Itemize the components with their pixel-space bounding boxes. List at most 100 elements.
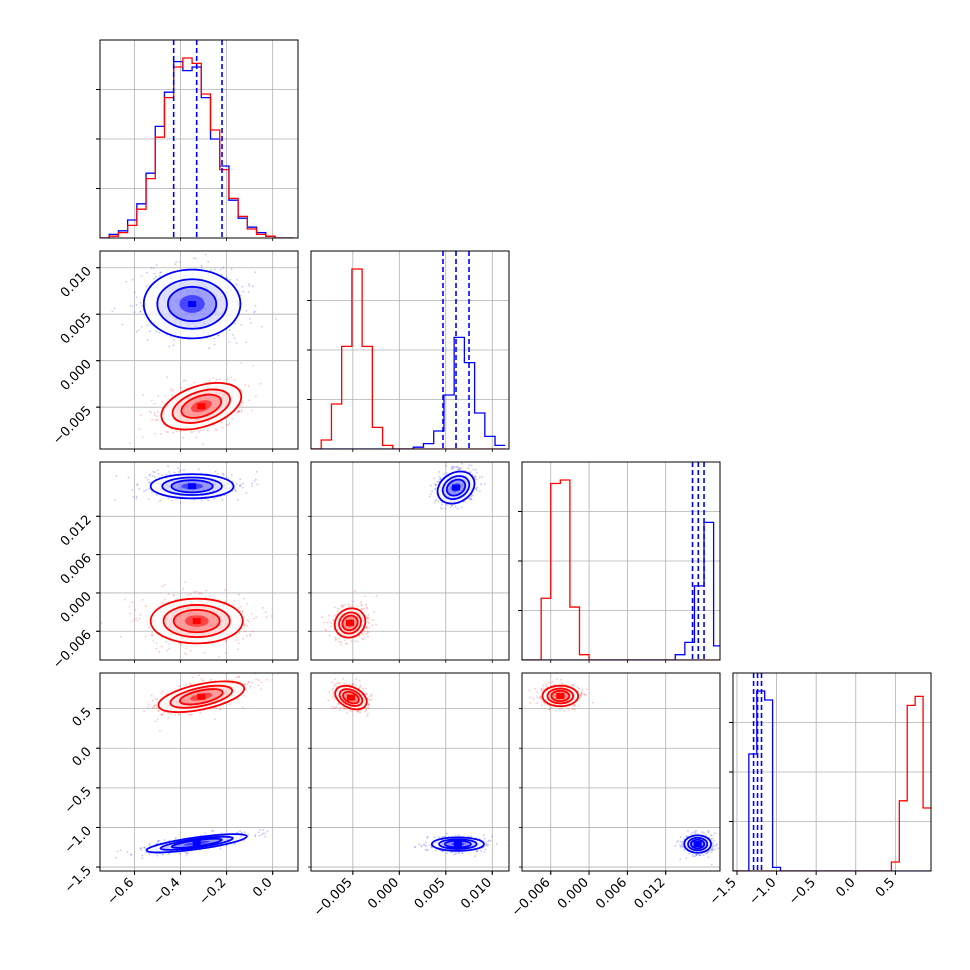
sample-point bbox=[204, 596, 207, 598]
sample-point bbox=[251, 681, 254, 684]
density-peak bbox=[346, 619, 355, 626]
sample-point bbox=[337, 702, 340, 705]
sample-point bbox=[328, 614, 330, 617]
histogram-panel-1 bbox=[307, 250, 510, 450]
sample-point bbox=[445, 832, 448, 835]
sample-point bbox=[434, 484, 437, 487]
sample-point bbox=[254, 478, 257, 481]
sample-point bbox=[323, 621, 325, 624]
sample-point bbox=[357, 709, 360, 712]
sample-point bbox=[251, 630, 254, 633]
density-peak bbox=[197, 693, 206, 700]
sample-point bbox=[241, 402, 244, 404]
sample-point bbox=[451, 504, 453, 507]
sample-point bbox=[200, 266, 203, 269]
sample-point bbox=[440, 503, 443, 506]
sample-point bbox=[449, 506, 452, 508]
sample-point bbox=[342, 604, 344, 607]
sample-point bbox=[161, 713, 164, 716]
sample-point bbox=[251, 485, 254, 487]
sample-point bbox=[196, 429, 199, 431]
sample-point bbox=[139, 614, 142, 616]
sample-point bbox=[116, 850, 119, 853]
sample-point bbox=[172, 431, 174, 434]
sample-point bbox=[189, 681, 191, 684]
sample-point bbox=[334, 684, 336, 686]
sample-point bbox=[245, 341, 247, 344]
sample-point bbox=[335, 706, 338, 709]
sample-point bbox=[187, 713, 190, 716]
sample-point bbox=[254, 833, 257, 836]
sample-point bbox=[264, 832, 267, 835]
sample-point bbox=[157, 394, 160, 397]
sample-point bbox=[207, 429, 209, 432]
sample-point bbox=[198, 431, 201, 433]
sample-point bbox=[140, 275, 143, 277]
sample-point bbox=[229, 278, 232, 281]
contour-line bbox=[149, 473, 235, 500]
sample-point bbox=[230, 376, 233, 379]
sample-point bbox=[237, 409, 240, 412]
sample-point bbox=[335, 682, 338, 685]
sample-point bbox=[220, 421, 223, 424]
density-peak bbox=[452, 484, 461, 491]
sample-point bbox=[266, 830, 269, 833]
sample-point bbox=[142, 394, 145, 396]
sample-point bbox=[480, 849, 483, 852]
sample-point bbox=[434, 488, 437, 490]
sample-point bbox=[238, 593, 240, 596]
sample-point bbox=[217, 334, 220, 337]
sample-point bbox=[203, 651, 206, 654]
sample-point bbox=[328, 634, 331, 637]
sample-point bbox=[425, 845, 427, 848]
sample-point bbox=[199, 711, 202, 714]
sample-point bbox=[340, 605, 343, 607]
sample-point bbox=[213, 497, 216, 500]
sample-point bbox=[156, 698, 158, 701]
sample-point bbox=[255, 678, 257, 681]
sample-point bbox=[369, 699, 371, 701]
sample-point bbox=[344, 639, 346, 642]
sample-point bbox=[174, 836, 177, 839]
sample-point bbox=[357, 710, 359, 713]
sample-point bbox=[456, 507, 459, 510]
sample-point bbox=[215, 707, 218, 710]
sample-point bbox=[247, 681, 250, 684]
sample-point bbox=[186, 852, 188, 855]
sample-point bbox=[350, 640, 353, 642]
sample-point bbox=[368, 704, 370, 706]
sample-point bbox=[130, 853, 133, 856]
sample-point bbox=[165, 430, 168, 433]
sample-point bbox=[450, 466, 453, 469]
sample-point bbox=[346, 642, 349, 645]
sample-point bbox=[222, 472, 224, 475]
sample-point bbox=[198, 674, 201, 677]
sample-point bbox=[241, 706, 244, 709]
sample-point bbox=[151, 706, 154, 709]
contour-line bbox=[334, 684, 368, 711]
sample-point bbox=[175, 430, 178, 433]
sample-point bbox=[139, 414, 142, 417]
sample-point bbox=[243, 624, 246, 627]
sample-point bbox=[212, 376, 215, 379]
sample-point bbox=[367, 619, 369, 621]
sample-point bbox=[159, 730, 161, 732]
sample-point bbox=[344, 603, 346, 606]
sample-point bbox=[231, 679, 233, 681]
sample-point bbox=[366, 630, 369, 633]
sample-point bbox=[227, 378, 229, 381]
sample-point bbox=[150, 694, 153, 697]
density-blue bbox=[428, 463, 486, 510]
sample-point bbox=[456, 468, 459, 471]
sample-point bbox=[207, 260, 210, 263]
sample-point bbox=[151, 475, 154, 477]
contour-line bbox=[338, 611, 362, 635]
sample-point bbox=[200, 264, 203, 267]
sample-point bbox=[119, 849, 122, 852]
sample-point bbox=[452, 467, 454, 470]
sample-point bbox=[367, 703, 370, 706]
sample-point bbox=[247, 834, 249, 836]
sample-point bbox=[154, 720, 157, 723]
sample-point bbox=[242, 290, 245, 293]
sample-point bbox=[129, 442, 131, 444]
